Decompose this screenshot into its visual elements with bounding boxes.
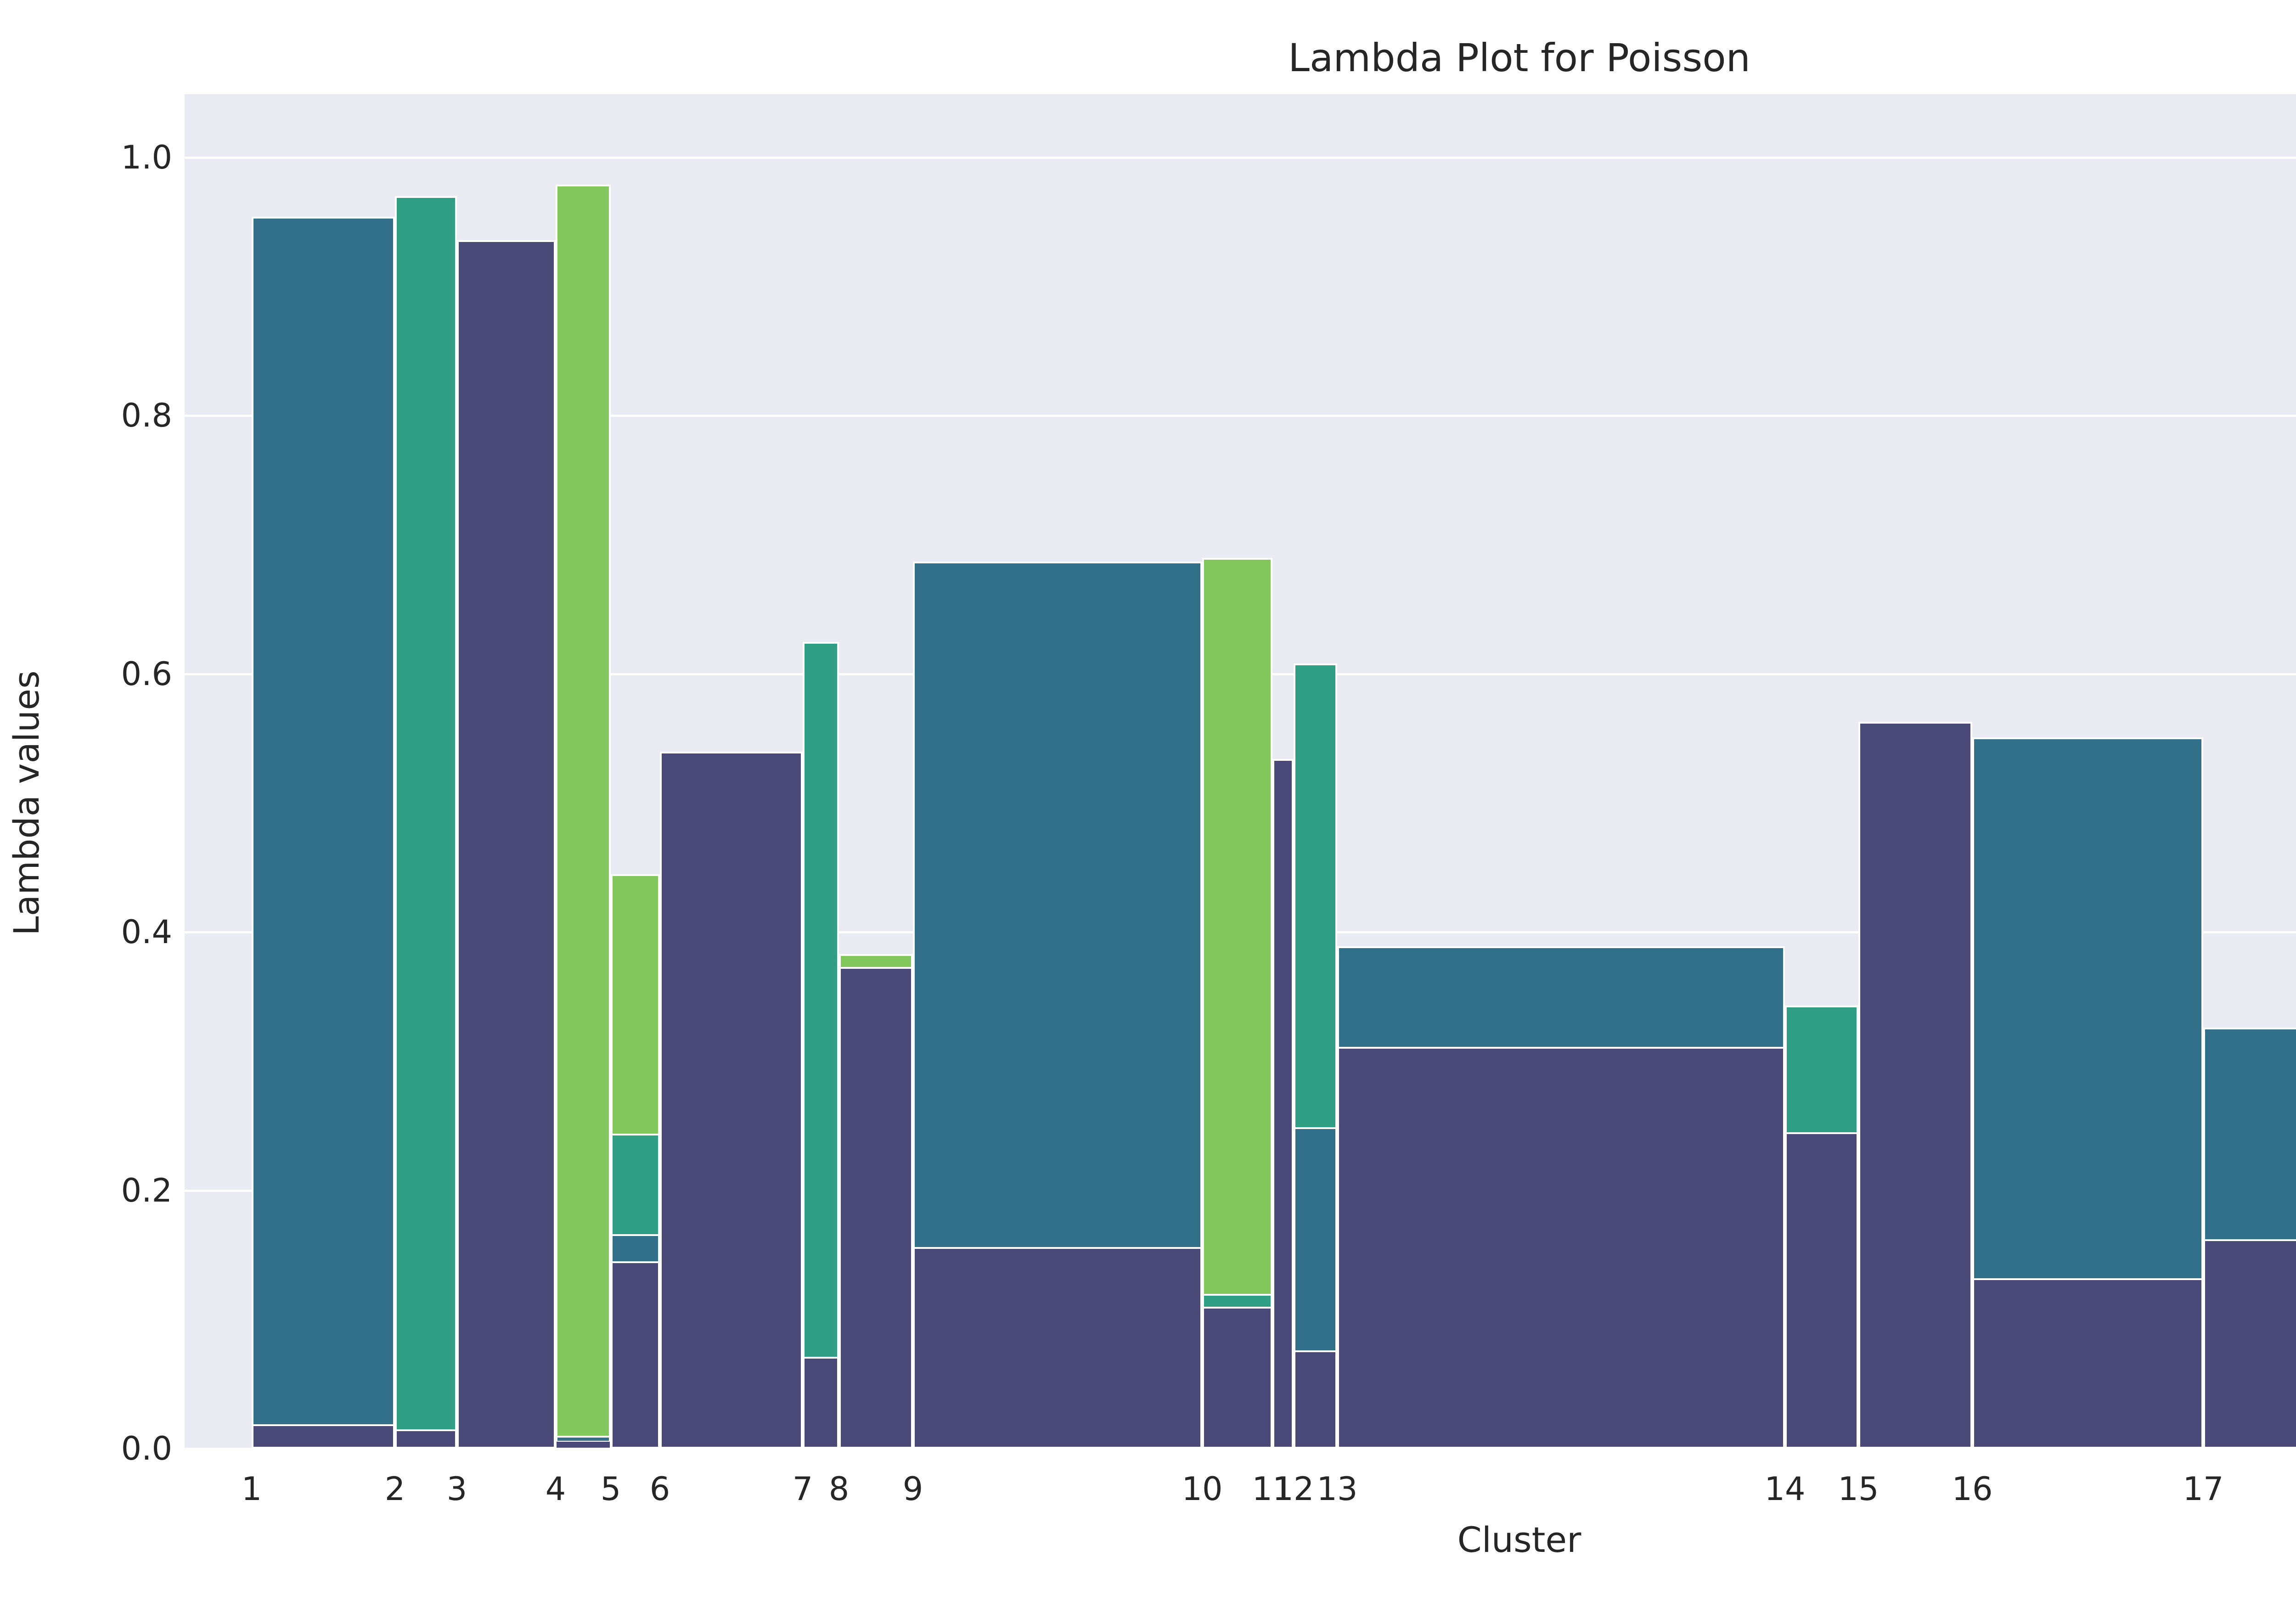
mosaic-segment-sIntestine-cluster-3 [457,240,556,1449]
x-tick-label-12: 12 [1273,1470,1314,1508]
mosaic-segment-sIntestine-cluster-10 [1202,1306,1272,1449]
y-tick-label: 1.0 [121,139,172,176]
mosaic-segment-sIntestine-cluster-4 [556,1441,611,1449]
mosaic-segment-liver-cluster-2 [395,196,457,1449]
mosaic-segment-sIntestine-cluster-14 [1785,1132,1858,1449]
mosaic-segment-sIntestine-cluster-2 [395,1429,457,1449]
y-tick-label: 0.2 [121,1171,172,1209]
plot-area [185,94,2296,1450]
mosaic-segment-sIntestine-cluster-5 [611,1261,660,1449]
x-tick-label-14: 14 [1764,1470,1806,1508]
x-axis-title: Cluster [1457,1519,1581,1560]
chart-title: Lambda Plot for Poisson [1288,35,1750,80]
mosaic-segment-sIntestine-cluster-8 [839,967,913,1449]
x-tick-label-1: 1 [241,1470,262,1508]
mosaic-segment-sIntestine-cluster-16 [1972,1278,2203,1449]
gridline-y-0.8 [185,415,2296,417]
mosaic-segment-sIntestine-cluster-7 [803,1357,839,1449]
x-tick-label-5: 5 [600,1470,621,1508]
y-tick-label: 0.0 [121,1430,172,1467]
x-tick-label-7: 7 [792,1470,813,1508]
y-axis-title: Lambda values [6,670,47,936]
x-tick-label-3: 3 [446,1470,467,1508]
x-tick-label-17: 17 [2183,1470,2224,1508]
x-tick-label-2: 2 [384,1470,405,1508]
x-tick-label-9: 9 [902,1470,923,1508]
y-tick-label: 0.6 [121,655,172,693]
x-tick-label-11: 11 [1252,1470,1293,1508]
mosaic-segment-kidney-cluster-4 [556,185,611,1449]
x-tick-label-10: 10 [1182,1470,1223,1508]
mosaic-segment-sIntestine-cluster-1 [252,1424,395,1449]
mosaic-segment-sIntestine-cluster-12 [1294,1350,1337,1449]
mosaic-segment-sIntestine-cluster-11 [1272,759,1294,1449]
mosaic-segment-liver-cluster-7 [803,641,839,1449]
x-tick-label-13: 13 [1317,1470,1358,1508]
mosaic-segment-sIntestine-cluster-13 [1337,1047,1785,1449]
mosaic-segment-lung-cluster-1 [252,217,395,1449]
x-tick-label-4: 4 [545,1470,566,1508]
gridline-y-0.0 [185,1448,2296,1450]
gridline-y-1.0 [185,157,2296,159]
x-tick-label-18: 18 [2262,1468,2296,1510]
x-tick-label-8: 8 [828,1470,850,1508]
mosaic-segment-sIntestine-cluster-17 [2203,1239,2296,1449]
x-tick-label-16: 16 [1952,1470,1993,1508]
mosaic-segment-sIntestine-cluster-9 [913,1247,1202,1449]
y-tick-label: 0.4 [121,913,172,951]
y-tick-label: 0.8 [121,397,172,435]
mosaic-segment-sIntestine-cluster-6 [660,751,803,1449]
x-tick-label-6: 6 [649,1470,670,1508]
x-tick-label-15: 15 [1838,1470,1879,1508]
mosaic-segment-sIntestine-cluster-15 [1858,721,1972,1449]
